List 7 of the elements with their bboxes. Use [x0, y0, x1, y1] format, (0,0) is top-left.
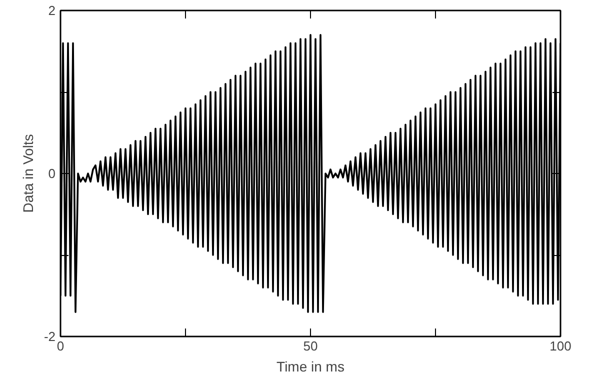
x-axis-title: Time in ms	[276, 358, 344, 374]
x-tick-label: 50	[303, 338, 318, 354]
x-tick-label: 100	[550, 338, 572, 354]
y-tick-label: 0	[48, 166, 56, 181]
y-tick-label: 2	[48, 3, 56, 18]
y-tick-label: -2	[44, 329, 56, 344]
y-axis-title: Data in Volts	[20, 134, 36, 213]
